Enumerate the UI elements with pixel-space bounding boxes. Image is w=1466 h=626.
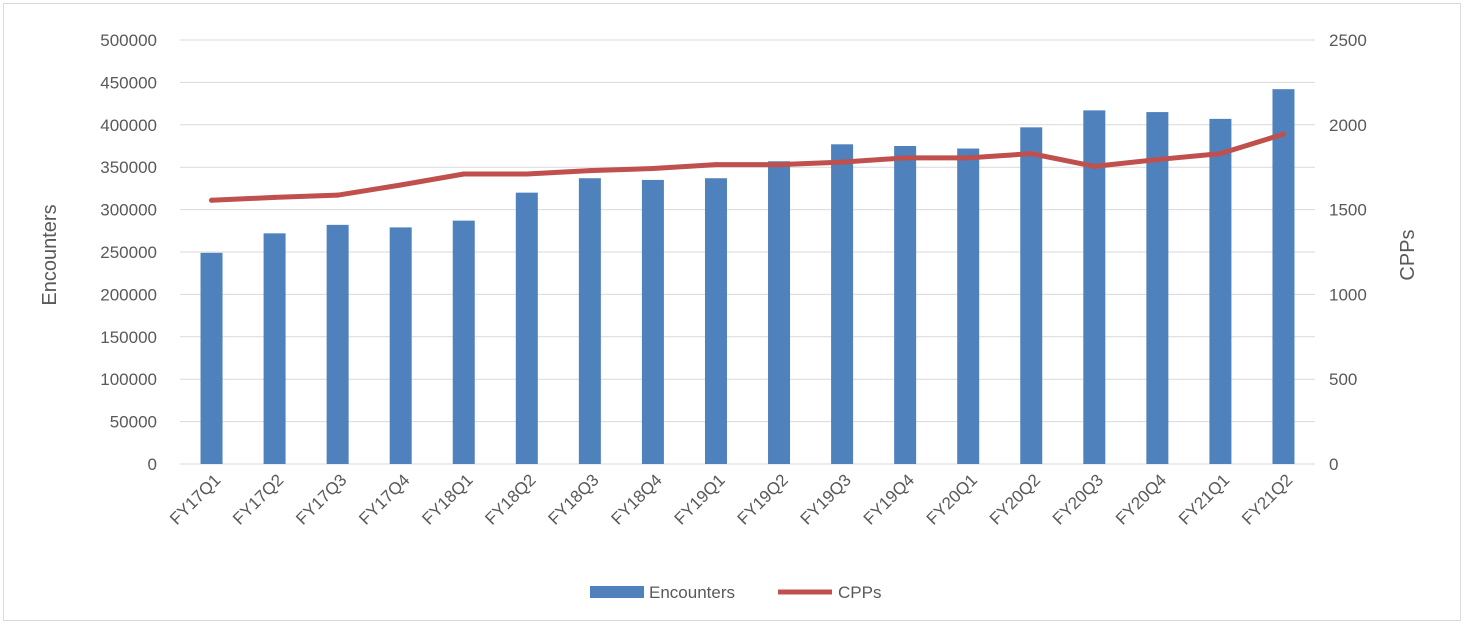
point-cpps bbox=[1217, 151, 1223, 157]
left-axis-tick-label: 350000 bbox=[100, 158, 157, 177]
category-tick-label: FY18Q4 bbox=[608, 470, 666, 528]
left-axis-tick-label: 500000 bbox=[100, 31, 157, 50]
point-cpps bbox=[272, 194, 278, 200]
right-axis-tick-label: 0 bbox=[1329, 455, 1338, 474]
point-cpps bbox=[713, 162, 719, 168]
bar-encounters bbox=[768, 161, 791, 464]
point-cpps bbox=[461, 171, 467, 177]
encounters-bars bbox=[200, 89, 1295, 465]
left-axis-tick-label: 0 bbox=[148, 455, 157, 474]
bar-encounters bbox=[1146, 112, 1169, 464]
left-axis-tick-label: 250000 bbox=[100, 243, 157, 262]
left-axis-tick-label: 450000 bbox=[100, 73, 157, 92]
legend-swatch-encounters bbox=[590, 586, 644, 598]
right-axis-tick-label: 1500 bbox=[1329, 201, 1367, 220]
point-cpps bbox=[902, 155, 908, 161]
point-cpps bbox=[524, 171, 530, 177]
category-tick-label: FY21Q1 bbox=[1175, 470, 1233, 528]
bar-encounters bbox=[578, 178, 601, 464]
category-axis-ticks: FY17Q1 FY17Q2 FY17Q3 FY17Q4 FY18Q1 FY18Q2 FY18… bbox=[166, 470, 1296, 528]
left-axis-tick-label: 400000 bbox=[100, 116, 157, 135]
point-cpps bbox=[965, 155, 971, 161]
legend-label-cpps: CPPs bbox=[838, 583, 881, 602]
point-cpps bbox=[1091, 163, 1097, 169]
bar-encounters bbox=[1020, 127, 1043, 465]
point-cpps bbox=[587, 168, 593, 174]
point-cpps bbox=[776, 162, 782, 168]
category-tick-label: FY20Q4 bbox=[1112, 470, 1170, 528]
bar-encounters bbox=[263, 233, 286, 464]
point-cpps bbox=[1280, 131, 1286, 137]
point-cpps bbox=[839, 159, 845, 165]
point-cpps bbox=[398, 182, 404, 188]
category-tick-label: FY17Q2 bbox=[229, 470, 287, 528]
category-tick-label: FY21Q2 bbox=[1238, 470, 1296, 528]
point-cpps bbox=[1028, 151, 1034, 157]
point-cpps bbox=[650, 166, 656, 172]
bar-encounters bbox=[704, 178, 727, 464]
legend-label-encounters: Encounters bbox=[649, 583, 735, 602]
bar-encounters bbox=[326, 224, 349, 464]
bar-encounters bbox=[641, 179, 664, 465]
legend: Encounters CPPs bbox=[590, 583, 881, 602]
left-axis-tick-label: 150000 bbox=[100, 328, 157, 347]
cpps-line-layer bbox=[209, 131, 1286, 203]
bar-encounters bbox=[515, 192, 538, 464]
chart-frame: 0 50000 100000 150000 200000 250000 300000 3500… bbox=[3, 3, 1461, 621]
category-tick-label: FY18Q1 bbox=[418, 470, 476, 528]
left-axis-title: Encounters bbox=[39, 204, 61, 305]
category-tick-label: FY19Q2 bbox=[734, 470, 792, 528]
right-axis-ticks: 0 500 1000 1500 2000 2500 bbox=[1329, 31, 1367, 474]
category-tick-label: FY19Q1 bbox=[671, 470, 729, 528]
right-axis-title: CPPs bbox=[1397, 229, 1419, 280]
combo-chart: 0 50000 100000 150000 200000 250000 300000 3500… bbox=[39, 31, 1419, 602]
right-axis-tick-label: 500 bbox=[1329, 370, 1357, 389]
left-axis-tick-label: 200000 bbox=[100, 285, 157, 304]
category-tick-label: FY17Q4 bbox=[355, 470, 413, 528]
bar-encounters bbox=[200, 252, 223, 464]
left-axis-ticks: 0 50000 100000 150000 200000 250000 300000 3500… bbox=[100, 31, 157, 474]
bar-encounters bbox=[1209, 118, 1232, 464]
left-axis-tick-label: 50000 bbox=[110, 413, 157, 432]
category-tick-label: FY20Q2 bbox=[986, 470, 1044, 528]
bar-encounters bbox=[389, 227, 412, 464]
bar-encounters bbox=[1083, 110, 1106, 464]
category-tick-label: FY17Q1 bbox=[166, 470, 224, 528]
left-axis-tick-label: 100000 bbox=[100, 370, 157, 389]
point-cpps bbox=[335, 192, 341, 198]
category-tick-label: FY18Q3 bbox=[544, 470, 602, 528]
right-axis-tick-label: 1000 bbox=[1329, 285, 1367, 304]
left-axis-tick-label: 300000 bbox=[100, 201, 157, 220]
point-cpps bbox=[1154, 157, 1160, 163]
gridlines bbox=[180, 39, 1315, 465]
right-axis-tick-label: 2500 bbox=[1329, 31, 1367, 50]
category-tick-label: FY20Q1 bbox=[923, 470, 981, 528]
bar-encounters bbox=[1272, 89, 1295, 465]
bar-encounters bbox=[452, 220, 475, 464]
bar-encounters bbox=[831, 144, 854, 464]
bar-encounters bbox=[957, 148, 980, 464]
point-cpps bbox=[209, 197, 215, 203]
category-tick-label: FY17Q3 bbox=[292, 470, 350, 528]
line-cpps bbox=[209, 131, 1286, 203]
category-tick-label: FY19Q4 bbox=[860, 470, 918, 528]
bar-encounters bbox=[894, 146, 917, 464]
right-axis-tick-label: 2000 bbox=[1329, 116, 1367, 135]
category-tick-label: FY19Q3 bbox=[797, 470, 855, 528]
category-tick-label: FY20Q3 bbox=[1049, 470, 1107, 528]
category-tick-label: FY18Q2 bbox=[481, 470, 539, 528]
